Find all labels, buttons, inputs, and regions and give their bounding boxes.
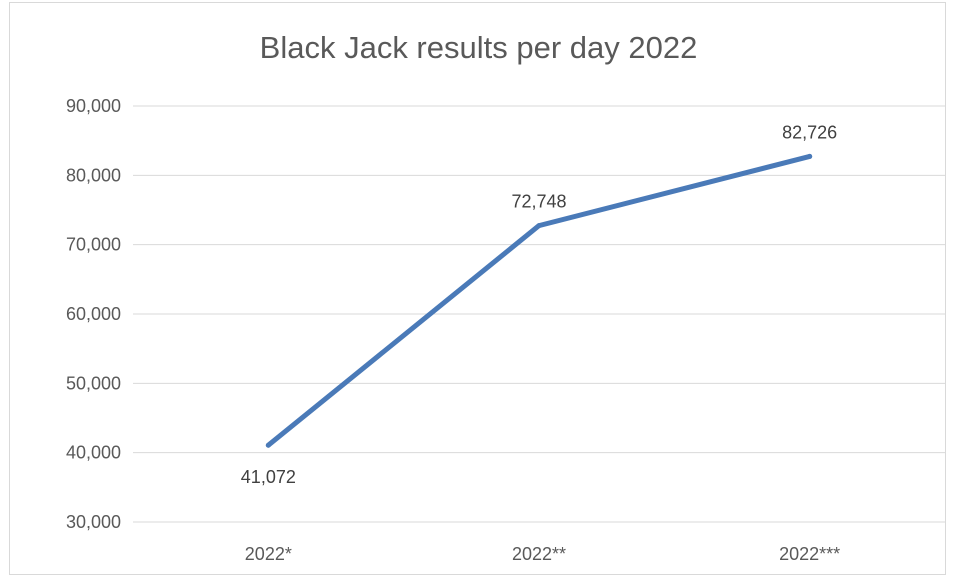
x-tick-label: 2022** xyxy=(512,544,566,564)
data-point xyxy=(536,223,542,229)
y-tick-label: 50,000 xyxy=(66,373,121,393)
gridlines xyxy=(133,105,945,523)
data-point xyxy=(807,153,813,159)
y-tick-label: 90,000 xyxy=(66,96,121,116)
y-tick-label: 30,000 xyxy=(66,512,121,532)
data-label: 72,748 xyxy=(511,192,566,212)
y-tick-label: 80,000 xyxy=(66,165,121,185)
y-tick-label: 40,000 xyxy=(66,443,121,463)
chart-frame xyxy=(9,2,946,575)
data-point xyxy=(265,442,271,448)
x-axis-tick-labels: 2022* 2022** 2022*** xyxy=(245,544,840,564)
series xyxy=(265,153,813,448)
chart-title: Black Jack results per day 2022 xyxy=(259,30,698,65)
data-label: 41,072 xyxy=(241,467,296,487)
y-tick-label: 70,000 xyxy=(66,235,121,255)
data-labels: 41,072 72,748 82,726 xyxy=(241,122,837,487)
x-tick-label: 2022*** xyxy=(779,544,840,564)
data-label: 82,726 xyxy=(782,122,837,142)
x-tick-label: 2022* xyxy=(245,544,292,564)
y-tick-label: 60,000 xyxy=(66,304,121,324)
y-axis-tick-labels: 30,000 40,000 50,000 60,000 70,000 80,000 90,0… xyxy=(66,96,121,532)
